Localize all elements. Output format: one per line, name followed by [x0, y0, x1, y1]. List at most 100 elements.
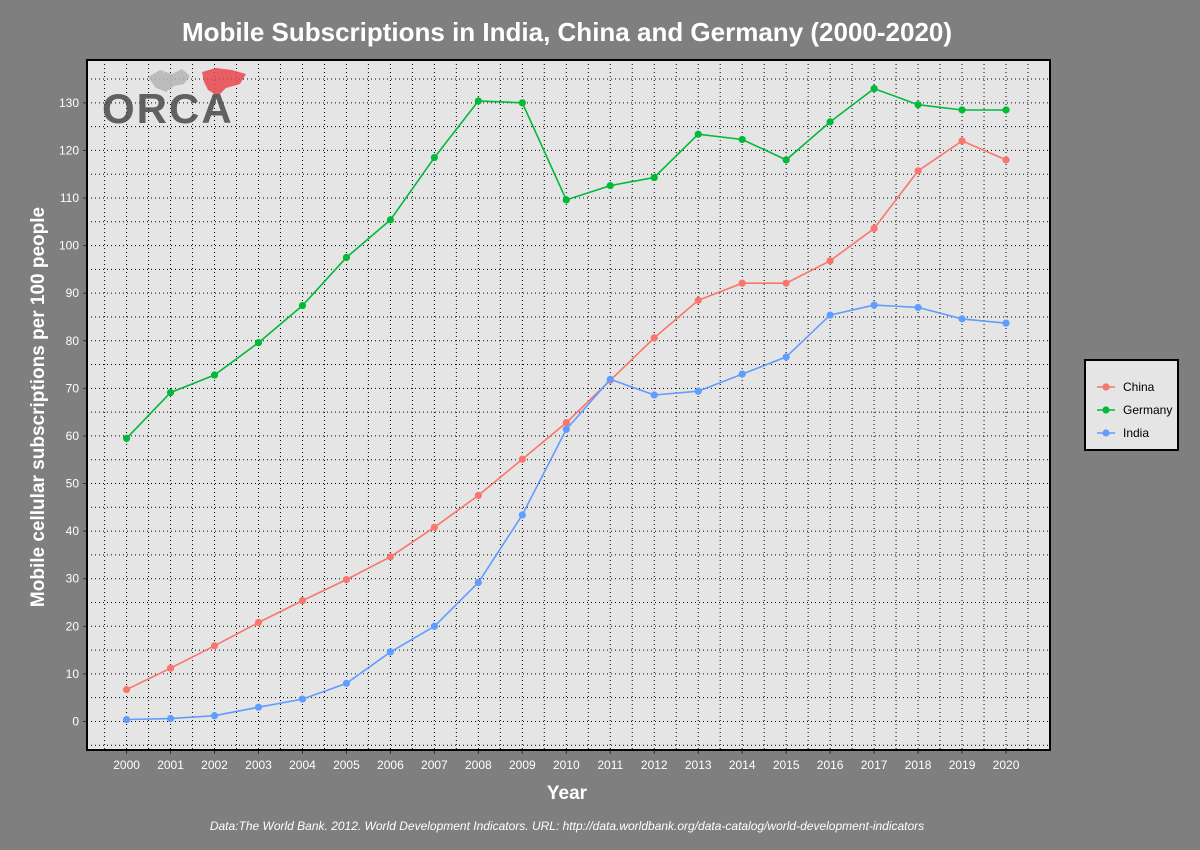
x-tick-label: 2007 — [421, 758, 448, 772]
y-tick-label: 10 — [66, 667, 80, 681]
data-point-germany — [1002, 106, 1010, 114]
data-point-germany — [430, 153, 438, 162]
x-tick-label: 2013 — [685, 758, 712, 772]
x-tick-label: 2020 — [993, 758, 1020, 772]
data-point-china — [342, 576, 351, 584]
data-point-india — [122, 715, 131, 724]
legend-box — [1084, 359, 1179, 451]
world-map-icon — [148, 69, 190, 92]
x-tick-label: 2014 — [729, 758, 756, 772]
legend-label-germany: Germany — [1123, 403, 1172, 417]
y-tick-label: 130 — [59, 96, 79, 110]
legend-swatch-point-india — [1102, 429, 1110, 437]
data-point-china — [430, 523, 438, 531]
data-point-india — [694, 387, 702, 395]
plot-border — [86, 59, 1051, 751]
x-tick-label: 2002 — [201, 758, 228, 772]
data-point-germany — [518, 99, 526, 107]
data-point-germany — [870, 84, 878, 93]
data-point-china — [914, 167, 922, 175]
data-point-india — [430, 622, 438, 630]
y-tick-label: 80 — [66, 334, 80, 348]
data-point-china — [562, 419, 570, 427]
x-tick-label: 2016 — [817, 758, 844, 772]
data-point-india — [254, 703, 263, 711]
x-tick-label: 2005 — [333, 758, 360, 772]
legend: China Germany India — [1084, 359, 1179, 451]
data-point-germany — [606, 182, 614, 190]
x-tick-label: 2010 — [553, 758, 580, 772]
data-point-india — [738, 370, 746, 378]
data-point-india — [826, 311, 834, 319]
x-tick-label: 2015 — [773, 758, 800, 772]
y-tick-label: 50 — [66, 477, 80, 491]
data-point-china — [1002, 156, 1010, 164]
data-point-germany — [386, 216, 395, 224]
data-point-india — [298, 695, 307, 703]
y-tick-label: 20 — [66, 619, 80, 633]
data-point-china — [870, 224, 878, 233]
x-tick-label: 2003 — [245, 758, 272, 772]
data-point-india — [958, 315, 966, 323]
data-point-india — [166, 714, 175, 723]
x-tick-label: 2006 — [377, 758, 404, 772]
y-tick-label: 110 — [60, 191, 79, 205]
y-tick-label: 60 — [66, 429, 80, 443]
orca-logo: ORCA — [102, 68, 246, 132]
data-point-india — [1002, 319, 1010, 327]
data-point-germany — [782, 156, 790, 164]
data-point-china — [166, 664, 175, 672]
data-point-india — [210, 712, 219, 720]
data-point-germany — [958, 106, 966, 114]
data-point-india — [606, 375, 614, 383]
data-point-india — [870, 301, 878, 309]
world-map-highlight-icon — [202, 68, 246, 96]
data-point-china — [254, 618, 263, 627]
y-tick-label: 100 — [59, 239, 79, 253]
legend-label-china: China — [1123, 380, 1155, 394]
data-point-china — [298, 596, 307, 605]
data-point-germany — [122, 434, 131, 442]
data-point-india — [474, 578, 482, 587]
data-point-germany — [738, 135, 746, 144]
data-point-germany — [694, 130, 702, 138]
data-point-india — [782, 353, 790, 361]
data-point-germany — [650, 173, 658, 182]
data-point-india — [914, 303, 922, 312]
chart-title: Mobile Subscriptions in India, China and… — [182, 17, 952, 47]
x-axis-label: Year — [547, 783, 588, 804]
data-point-india — [650, 391, 658, 399]
data-point-germany — [254, 339, 263, 347]
y-tick-label: 120 — [59, 143, 79, 157]
data-point-china — [650, 334, 658, 342]
plot-panel — [87, 60, 1050, 750]
data-point-china — [210, 642, 219, 650]
series-layer — [122, 84, 1010, 724]
logo-text: ORCA — [102, 85, 234, 132]
data-point-germany — [210, 371, 219, 379]
data-point-china — [782, 279, 790, 287]
data-point-india — [518, 511, 526, 519]
legend-swatch-point-germany — [1102, 406, 1110, 414]
x-tick-label: 2011 — [597, 758, 623, 772]
data-point-germany — [342, 253, 351, 262]
data-point-india — [386, 648, 395, 656]
y-tick-label: 0 — [72, 714, 79, 728]
data-point-india — [342, 679, 351, 687]
legend-label-india: India — [1123, 426, 1149, 440]
x-tick-label: 2008 — [465, 758, 492, 772]
y-axis-label: Mobile cellular subscriptions per 100 pe… — [28, 207, 49, 607]
data-point-germany — [826, 118, 834, 126]
data-point-germany — [562, 196, 570, 204]
y-tick-label: 40 — [66, 524, 80, 538]
y-tick-label: 90 — [66, 286, 80, 300]
data-source-caption: Data:The World Bank. 2012. World Develop… — [210, 819, 924, 833]
x-tick-label: 2019 — [949, 758, 976, 772]
y-tick-label: 70 — [66, 381, 80, 395]
legend-items: China Germany India — [1097, 380, 1172, 440]
x-tick-label: 2012 — [641, 758, 668, 772]
data-point-china — [958, 137, 966, 145]
x-tick-label: 2000 — [113, 758, 140, 772]
